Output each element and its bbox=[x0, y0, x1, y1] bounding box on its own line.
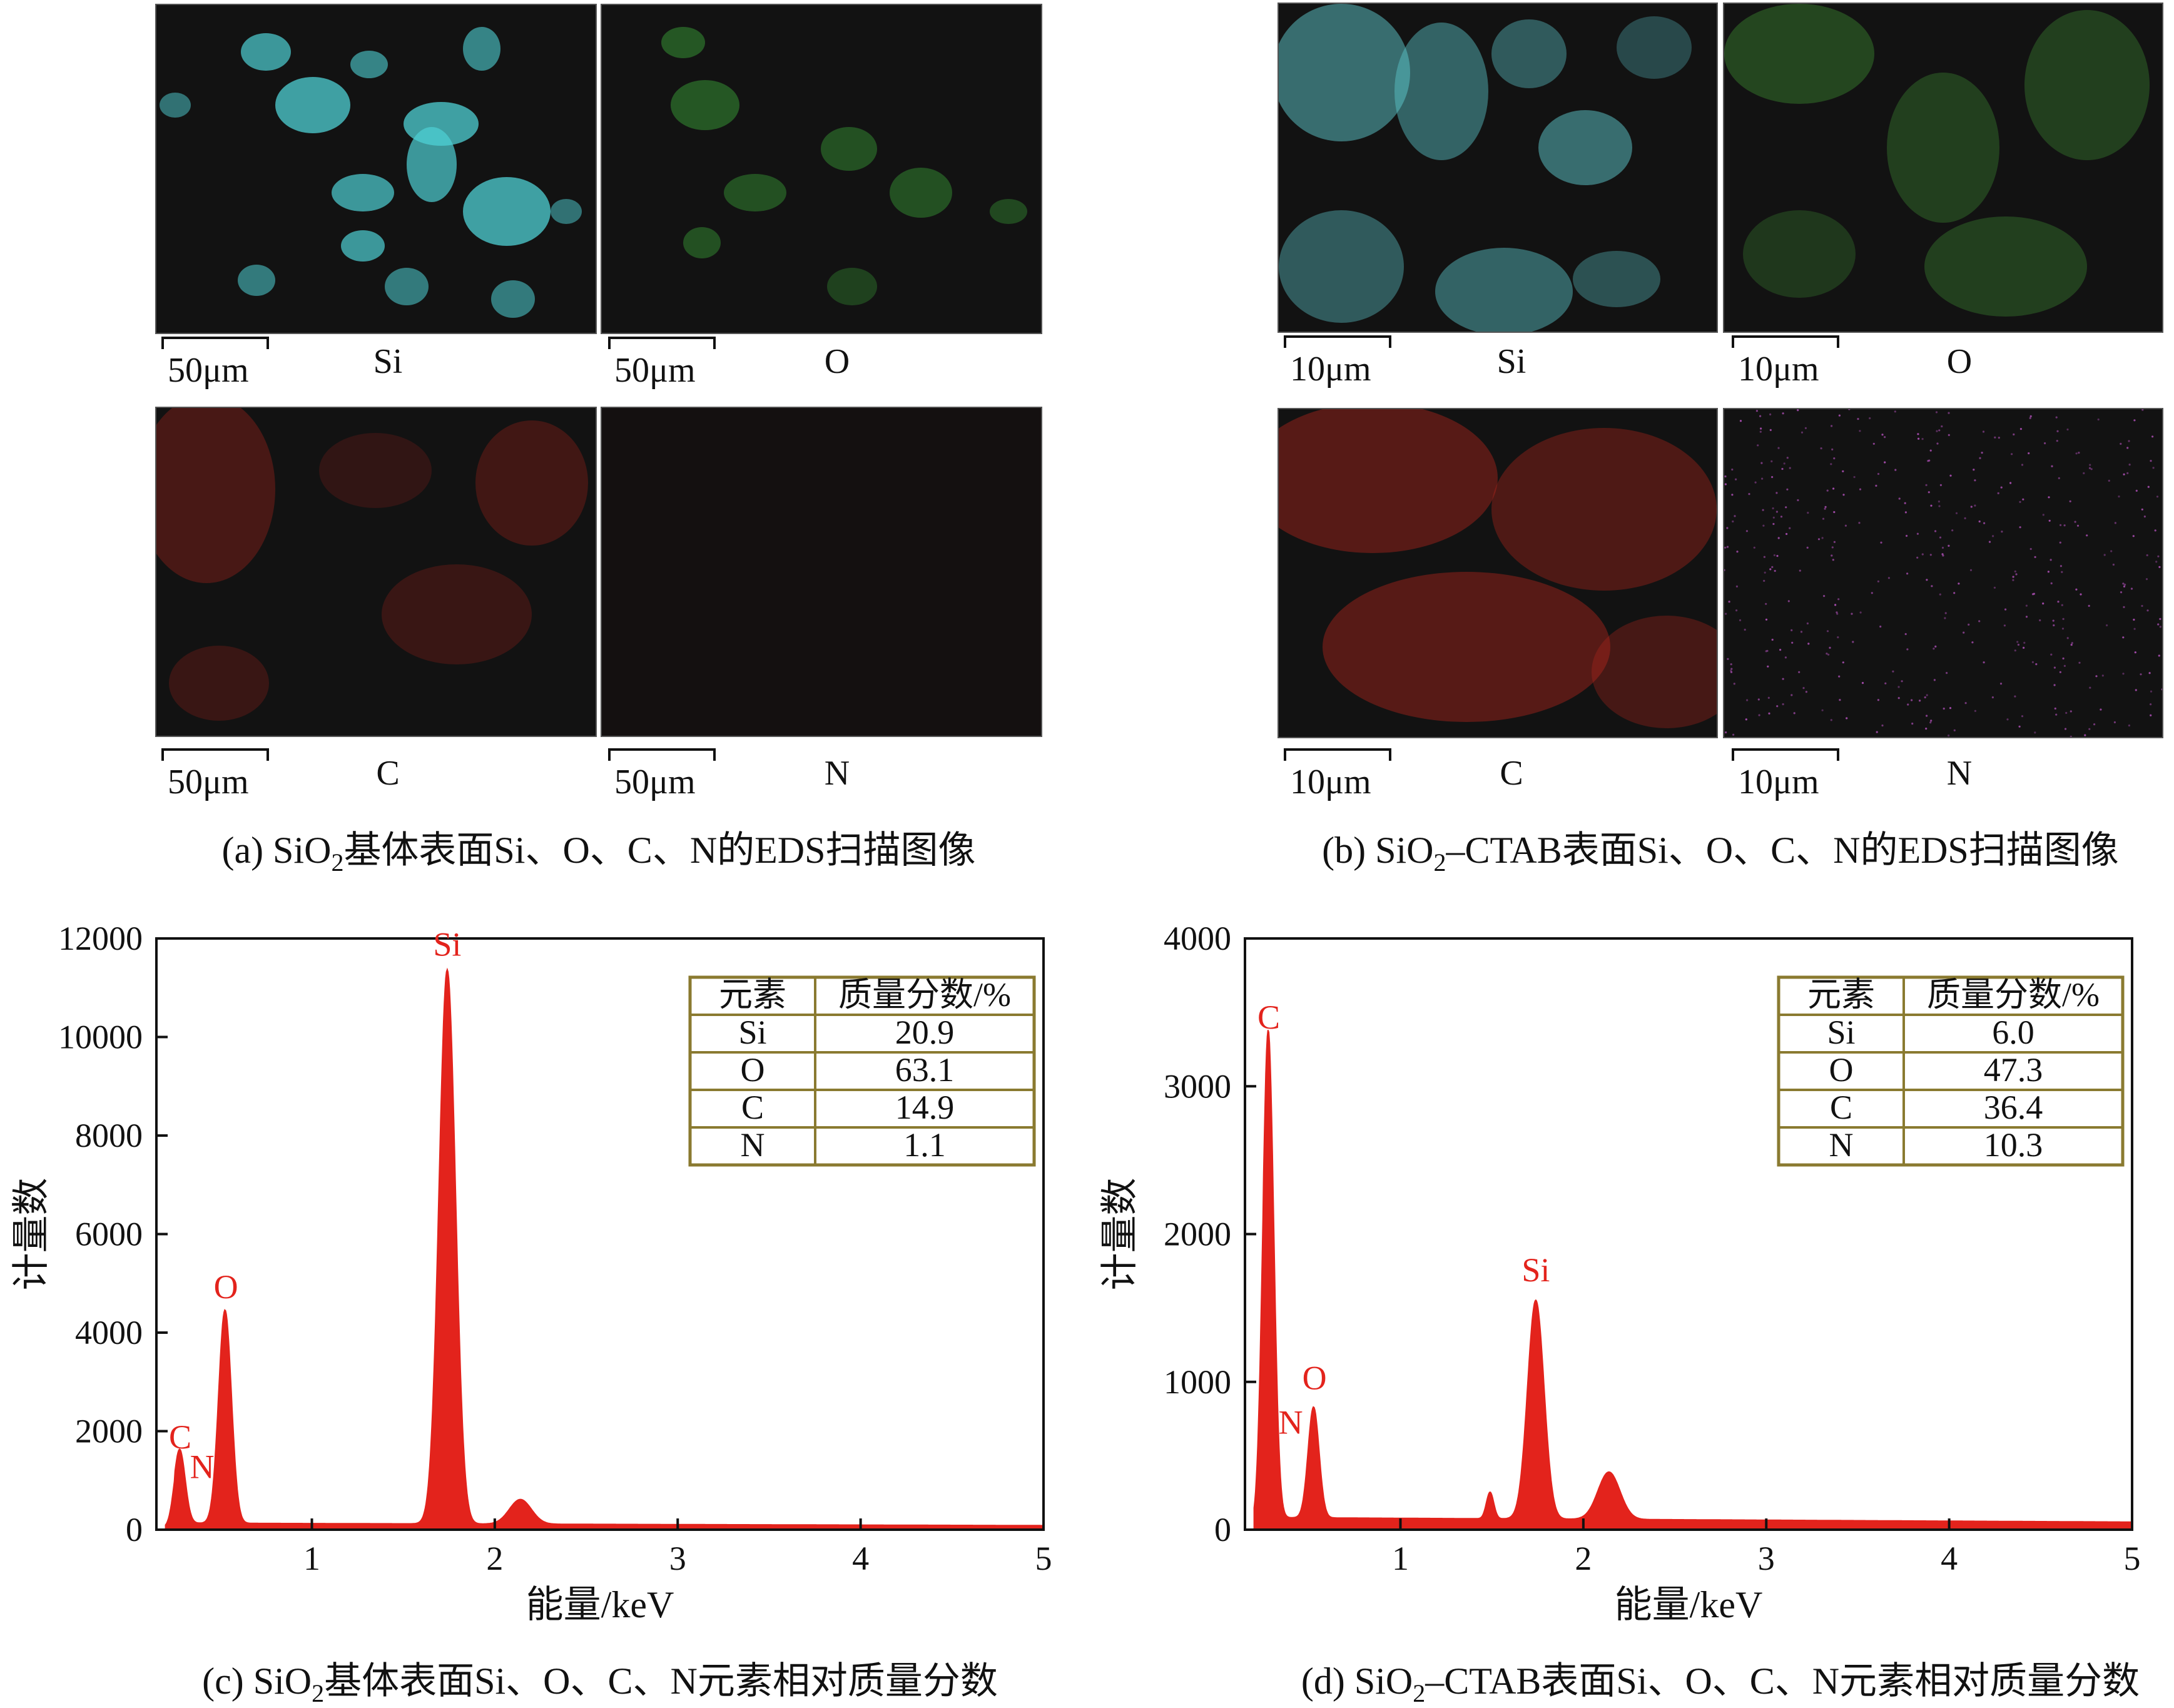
map-b-o-texture bbox=[1724, 4, 2150, 317]
chart-d-table-cell-3-0: C bbox=[1830, 1089, 1852, 1126]
chart-d-peak-label-c: C bbox=[1257, 999, 1280, 1036]
chart-c-ytick-label-0: 0 bbox=[126, 1511, 143, 1548]
chart-d-ylabel: 计量数 bbox=[1099, 1178, 1140, 1291]
caption-c: (c) SiO2基体表面Si、O、C、N元素相对质量分数 bbox=[202, 1660, 998, 1707]
chart-c-ytick-label-5: 10000 bbox=[58, 1019, 143, 1056]
chart-c-xtick-label-1: 2 bbox=[486, 1540, 503, 1577]
caption-b: (b) SiO2–CTAB表面Si、O、C、N的EDS扫描图像 bbox=[1322, 830, 2119, 877]
map-b-si-texture bbox=[1279, 4, 1692, 332]
map-a-o-texture bbox=[661, 27, 1027, 305]
chart-d-table-cell-4-0: N bbox=[1829, 1126, 1854, 1164]
chart-d-table-cell-2-1: 47.3 bbox=[1984, 1051, 2043, 1089]
chart-c-peak-label-o: O bbox=[214, 1268, 238, 1306]
map-b-c-label: C bbox=[1500, 754, 1523, 793]
map-a-c bbox=[155, 407, 597, 737]
chart-d-peak-label-o: O bbox=[1303, 1360, 1327, 1397]
map-a-c-texture bbox=[156, 408, 588, 721]
chart-c-table-cell-3-0: C bbox=[741, 1089, 764, 1126]
chart-c-xtick-label-2: 3 bbox=[669, 1540, 686, 1577]
chart-d-table-cell-4-1: 10.3 bbox=[1984, 1126, 2043, 1164]
chart-c-xtick-label-0: 1 bbox=[303, 1540, 320, 1577]
chart-d-xtick-label-4: 5 bbox=[2124, 1540, 2141, 1577]
chart-d-xtick-label-3: 4 bbox=[1941, 1540, 1958, 1577]
chart-c-ytick-label-2: 4000 bbox=[75, 1314, 143, 1351]
chart-c-table-cell-4-0: N bbox=[741, 1126, 765, 1164]
chart-c-xlabel: 能量/keV bbox=[526, 1584, 674, 1625]
map-b-si bbox=[1277, 3, 1718, 333]
chart-c-table-cell-1-0: Si bbox=[738, 1014, 766, 1051]
chart-d-xtick-label-1: 2 bbox=[1575, 1540, 1592, 1577]
map-b-si-label: Si bbox=[1496, 342, 1526, 381]
chart-c-table-header-0-1: 质量分数/% bbox=[838, 976, 1011, 1014]
map-b-n-label: N bbox=[1946, 754, 1973, 793]
map-a-si-texture bbox=[160, 27, 582, 318]
caption-a: (a) SiO2基体表面Si、O、C、N的EDS扫描图像 bbox=[221, 830, 976, 877]
chart-d-peak-label-si: Si bbox=[1521, 1251, 1550, 1289]
chart-c-ytick-label-3: 6000 bbox=[75, 1216, 143, 1253]
chart-d-table-cell-1-0: Si bbox=[1827, 1014, 1855, 1051]
chart-c-ytick-label-4: 8000 bbox=[75, 1117, 143, 1154]
chart-c-ytick-label-6: 12000 bbox=[58, 920, 143, 957]
map-b-n-texture bbox=[1724, 409, 2162, 737]
chart-d-ytick-label-0: 0 bbox=[1214, 1511, 1231, 1548]
chart-c-table-cell-3-1: 14.9 bbox=[895, 1089, 955, 1126]
map-b-c-texture bbox=[1279, 409, 1717, 728]
map-a-n bbox=[601, 407, 1042, 737]
map-a-si bbox=[155, 4, 597, 334]
chart-c-peak-label-si: Si bbox=[433, 926, 461, 963]
chart-d-peak-label-n: N bbox=[1279, 1403, 1303, 1441]
chart-c-peak-label-n: N bbox=[190, 1448, 215, 1485]
map-b-c bbox=[1277, 408, 1718, 738]
chart-c-table-cell-2-1: 63.1 bbox=[895, 1051, 955, 1089]
map-b-o-label: O bbox=[1946, 342, 1973, 381]
chart-d-xtick-label-2: 3 bbox=[1758, 1540, 1775, 1577]
chart-d-ytick-label-3: 3000 bbox=[1164, 1067, 1231, 1105]
chart-c-xtick-label-3: 4 bbox=[852, 1540, 869, 1577]
chart-d-ytick-label-2: 2000 bbox=[1164, 1216, 1231, 1253]
spectrum-chart-c: 0 2000 4000 6000 8000 10000 12000 1 2 3 4 5 能量/keV 计量… bbox=[11, 920, 1052, 1625]
chart-d-xlabel: 能量/keV bbox=[1615, 1584, 1763, 1625]
chart-d-table-cell-3-1: 36.4 bbox=[1984, 1089, 2043, 1126]
chart-c-table-cell-4-1: 1.1 bbox=[903, 1126, 946, 1164]
chart-d-table-header-0-0: 元素 bbox=[1807, 976, 1875, 1014]
map-a-o bbox=[601, 4, 1042, 334]
chart-c-table-frame bbox=[688, 975, 1036, 1167]
chart-d-ytick-label-4: 4000 bbox=[1164, 920, 1231, 957]
map-b-n bbox=[1723, 408, 2163, 738]
map-a-o-label: O bbox=[824, 342, 850, 381]
chart-c-table-cell-2-0: O bbox=[741, 1051, 765, 1089]
chart-c-ylabel: 计量数 bbox=[11, 1178, 52, 1291]
chart-c-table-header-0-0: 元素 bbox=[719, 976, 786, 1014]
chart-d-table-cell-1-1: 6.0 bbox=[1992, 1014, 2034, 1051]
chart-d-ytick-label-1: 1000 bbox=[1164, 1363, 1231, 1401]
chart-d-table-cell-2-0: O bbox=[1829, 1051, 1854, 1089]
chart-c-peak-label-c: C bbox=[169, 1418, 191, 1456]
chart-c-xtick-label-4: 5 bbox=[1035, 1540, 1052, 1577]
chart-d-table-header-0-1: 质量分数/% bbox=[1927, 976, 2100, 1014]
chart-d-xtick-label-0: 1 bbox=[1392, 1540, 1409, 1577]
caption-d: (d) SiO2–CTAB表面Si、O、C、N元素相对质量分数 bbox=[1301, 1660, 2140, 1707]
map-a-c-label: C bbox=[376, 754, 400, 793]
chart-c-ytick-label-1: 2000 bbox=[75, 1413, 143, 1450]
chart-d-table-frame bbox=[1777, 975, 2125, 1167]
map-a-si-label: Si bbox=[373, 342, 403, 381]
map-b-o bbox=[1723, 3, 2163, 333]
chart-c-table-cell-1-1: 20.9 bbox=[895, 1014, 955, 1051]
map-a-n-label: N bbox=[824, 754, 850, 793]
chart-d-spectrum-area bbox=[1253, 1030, 2133, 1530]
